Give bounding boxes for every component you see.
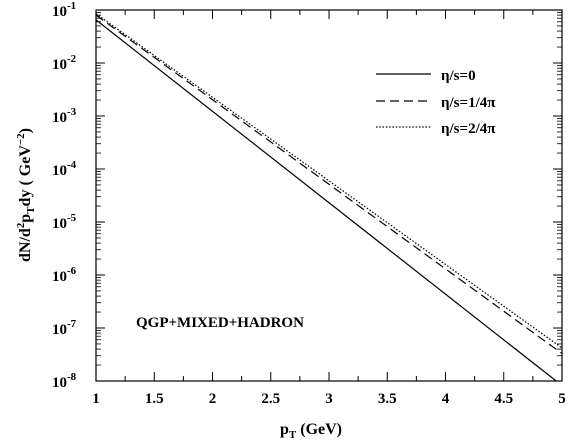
x-tick-label: 3.5: [378, 391, 397, 407]
y-tick-label: 10-1: [52, 0, 76, 20]
y-axis-title-part-dy: dy ( GeV: [17, 145, 34, 207]
legend-label-eta1: η/s=1/4π: [441, 95, 496, 111]
legend: η/s=0 η/s=1/4π η/s=2/4π: [376, 68, 496, 137]
x-tick-label: 5: [558, 391, 566, 407]
x-tick-label: 3: [325, 391, 333, 407]
y-axis-title-close: ): [17, 128, 34, 133]
y-axis-title: dN/d2pTdy ( GeV−2): [15, 128, 37, 262]
y-tick-label: 10-7: [52, 318, 77, 338]
x-tick-label: 4.5: [494, 391, 513, 407]
y-tick-label: 10-5: [52, 212, 77, 232]
x-tick-label: 2: [209, 391, 217, 407]
y-tick-label: 10-3: [52, 106, 77, 126]
y-tick-label: 10-6: [52, 265, 77, 285]
y-axis-title-part-p: p: [17, 214, 34, 223]
x-tick-label: 1.5: [145, 391, 164, 407]
x-axis-title: pT (GeV): [280, 421, 342, 440]
series-line-1: [96, 15, 562, 353]
legend-label-eta0: η/s=0: [441, 68, 476, 84]
x-axis-title-unit: (GeV): [296, 421, 342, 438]
y-axis-ticks: 10-1 10-2 10-3 10-4 10-5 10-6 10-7 10-8: [52, 0, 562, 391]
series-line-2: [96, 14, 562, 348]
x-axis-title-main: p: [280, 421, 289, 438]
y-tick-label: 10-4: [52, 159, 77, 179]
x-tick-label: 2.5: [261, 391, 280, 407]
legend-label-eta2: η/s=2/4π: [441, 121, 496, 137]
x-tick-label: 4: [442, 391, 450, 407]
y-tick-label: 10-2: [52, 53, 77, 73]
x-tick-label: 1: [92, 391, 100, 407]
y-axis-title-part-1: dN/d: [17, 228, 34, 262]
y-tick-label: 10-8: [52, 371, 77, 391]
x-axis-ticks: 1 1.5 2 2.5 3 3.5 4 4.5 5: [92, 10, 566, 407]
annotation: QGP+MIXED+HADRON: [136, 315, 304, 331]
y-axis-title-sup-neg2: −2: [15, 133, 27, 145]
